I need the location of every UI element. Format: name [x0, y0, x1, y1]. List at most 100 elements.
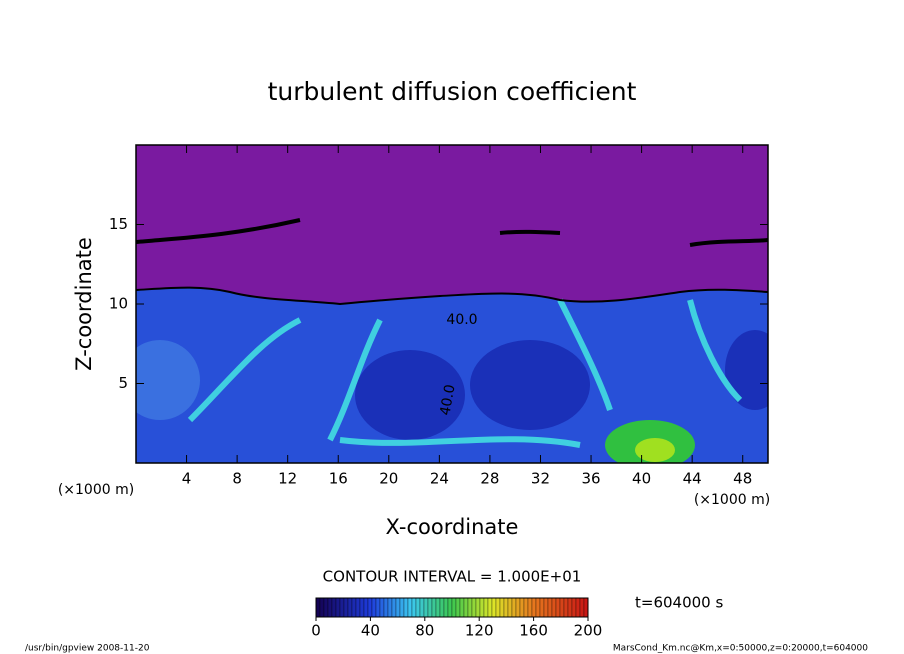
colorbar-tick-label: 0: [311, 622, 321, 640]
colorbar-cell: [467, 597, 473, 618]
x-tick-label: 16: [329, 470, 348, 488]
colorbar-cell: [419, 597, 425, 618]
colorbar-cell: [455, 597, 461, 618]
x-tick-label: 8: [232, 470, 242, 488]
field-streak: [187, 298, 743, 448]
colorbar-cell: [379, 597, 385, 618]
colorbar-cell: [555, 597, 561, 618]
x-tick-label: 32: [531, 470, 550, 488]
colorbar-tick-label: 160: [519, 622, 548, 640]
y-tick-label: 15: [109, 215, 128, 233]
contour-label: 40.0: [437, 383, 458, 416]
field-eddy: [136, 340, 200, 420]
colorbar-cell: [403, 597, 409, 618]
colorbar-cell: [391, 597, 397, 618]
chart-title: turbulent diffusion coefficient: [268, 77, 637, 106]
footer-left: /usr/bin/gpview 2008-11-20: [25, 644, 150, 654]
colorbar-cell: [319, 597, 325, 618]
colorbar-cell: [487, 597, 493, 618]
colorbar-cell: [383, 597, 389, 618]
colorbar-cell: [339, 597, 345, 618]
colorbar-cell: [459, 597, 465, 618]
colorbar-cell: [471, 597, 477, 618]
x-tick-label: 40: [632, 470, 651, 488]
colorbar-cell: [351, 597, 357, 618]
colorbar-cell: [415, 597, 421, 618]
colorbar-cell: [503, 597, 509, 618]
colorbar-cell: [327, 597, 333, 618]
colorbar-cell: [375, 597, 381, 618]
colorbar-cell: [535, 597, 541, 618]
field-eddy: [355, 350, 465, 440]
field-eddy: [470, 340, 590, 430]
x-tick-label: 4: [182, 470, 192, 488]
time-label: t=604000 s: [635, 594, 723, 612]
colorbar-cell: [551, 597, 557, 618]
colorbar-cell: [431, 597, 437, 618]
x-tick-label: 36: [581, 470, 600, 488]
colorbar-tick-label: 120: [465, 622, 494, 640]
colorbar-cell: [563, 597, 569, 618]
colorbar-cell: [499, 597, 505, 618]
colorbar-cell: [479, 597, 485, 618]
colorbar-cell: [439, 597, 445, 618]
x-tick-label: 20: [379, 470, 398, 488]
colorbar-frame: [315, 597, 589, 618]
field-eddy: [725, 330, 768, 410]
y-axis-label: Z-coordinate: [72, 237, 96, 371]
colorbar-cell: [531, 597, 537, 618]
y-unit: (×1000 m): [58, 482, 134, 498]
x-tick-label: 28: [480, 470, 499, 488]
colorbar-cell: [579, 597, 585, 618]
colorbar-cell: [483, 597, 489, 618]
field-contour: [136, 218, 768, 247]
colorbar-cell: [363, 597, 369, 618]
colorbar-cell: [443, 597, 449, 618]
colorbar-cell: [371, 597, 377, 618]
colorbar-cell: [347, 597, 353, 618]
colorbar-tick-label: 80: [415, 622, 434, 640]
colorbar-cell: [355, 597, 361, 618]
colorbar-tick-label: 40: [361, 622, 380, 640]
colorbar-cell: [387, 597, 393, 618]
x-tick-label: 44: [683, 470, 702, 488]
colorbar-cell: [335, 597, 341, 618]
colorbar-cell: [523, 597, 529, 618]
colorbar-cell: [559, 597, 565, 618]
colorbar-cell: [423, 597, 429, 618]
colorbar-cell: [463, 597, 469, 618]
colorbar-cell: [527, 597, 533, 618]
colorbar-cell: [451, 597, 457, 618]
colorbar-cell: [435, 597, 441, 618]
colorbar-cell: [583, 597, 589, 618]
colorbar: 0 40 80 120 160 200: [311, 597, 602, 640]
contour-label: 40.0: [446, 312, 477, 328]
field-contour: [136, 286, 768, 306]
colorbar-cell: [571, 597, 577, 618]
colorbar-cell: [395, 597, 401, 618]
colorbar-cell: [427, 597, 433, 618]
colorbar-cell: [343, 597, 349, 618]
colorbar-cell: [567, 597, 573, 618]
x-axis-label: X-coordinate: [386, 515, 519, 539]
colorbar-cell: [323, 597, 329, 618]
colorbar-cell: [507, 597, 513, 618]
colorbar-cell: [399, 597, 405, 618]
colorbar-cell: [367, 597, 373, 618]
contour-interval: CONTOUR INTERVAL = 1.000E+01: [323, 568, 582, 586]
colorbar-cell: [495, 597, 501, 618]
y-tick-label: 5: [118, 374, 128, 392]
field-eddy: [635, 438, 675, 462]
colorbar-cell: [543, 597, 549, 618]
x-unit: (×1000 m): [694, 492, 770, 508]
colorbar-cell: [411, 597, 417, 618]
field: 40.0 40.0: [136, 145, 768, 463]
footer-right: MarsCond_Km.nc@Km,x=0:50000,z=0:20000,t=…: [613, 644, 868, 654]
colorbar-cell: [407, 597, 413, 618]
colorbar-cell: [315, 597, 321, 618]
colorbar-cell: [475, 597, 481, 618]
colorbar-cell: [359, 597, 365, 618]
colorbar-cell: [491, 597, 497, 618]
colorbar-cell: [519, 597, 525, 618]
